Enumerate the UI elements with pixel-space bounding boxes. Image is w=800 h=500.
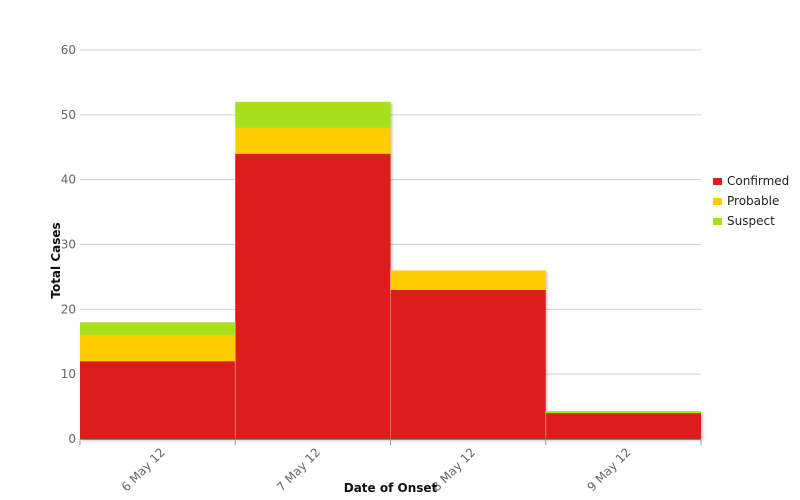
bar-segment-confirmed <box>545 413 701 439</box>
bar-segment-confirmed <box>80 361 236 439</box>
bar-segment-suspect <box>235 101 391 128</box>
y-tick-label: 10 <box>61 367 76 381</box>
bar-segment-confirmed <box>390 289 546 439</box>
x-tick-label: 6 May 12 <box>119 445 168 494</box>
x-tick-label: 7 May 12 <box>274 445 323 494</box>
legend-label-suspect: Suspect <box>727 214 775 228</box>
bar-segment-suspect <box>545 411 701 414</box>
x-tick-label: 9 May 12 <box>584 445 633 494</box>
legend-swatch-suspect <box>713 218 722 225</box>
bar-stack <box>80 322 236 439</box>
bar-segment-suspect <box>80 322 236 336</box>
y-tick-label: 40 <box>61 173 76 187</box>
bar-stack <box>545 411 701 439</box>
bar-stack <box>235 101 391 439</box>
legend: Confirmed Probable Suspect <box>713 174 789 228</box>
y-tick-label: 20 <box>61 302 76 316</box>
legend-label-probable: Probable <box>727 194 779 208</box>
legend-swatch-confirmed <box>713 178 722 185</box>
axes <box>79 438 702 445</box>
legend-swatch-probable <box>713 198 722 205</box>
bar-segment-probable <box>390 270 546 290</box>
y-tick-label: 50 <box>61 108 76 122</box>
bar-segment-probable <box>80 335 236 362</box>
x-axis-title: Date of Onset <box>344 481 438 495</box>
bar-stack <box>390 270 546 439</box>
bar-segment-probable <box>235 127 391 154</box>
y-axis-title: Total Cases <box>49 222 63 298</box>
y-axis-tick-labels: 0 10 20 30 40 50 60 <box>61 43 76 446</box>
bars <box>80 101 701 439</box>
y-tick-label: 0 <box>68 432 76 446</box>
y-tick-label: 60 <box>61 43 76 57</box>
bar-segment-confirmed <box>235 153 391 439</box>
y-tick-label: 30 <box>61 238 76 252</box>
legend-label-confirmed: Confirmed <box>727 174 789 188</box>
